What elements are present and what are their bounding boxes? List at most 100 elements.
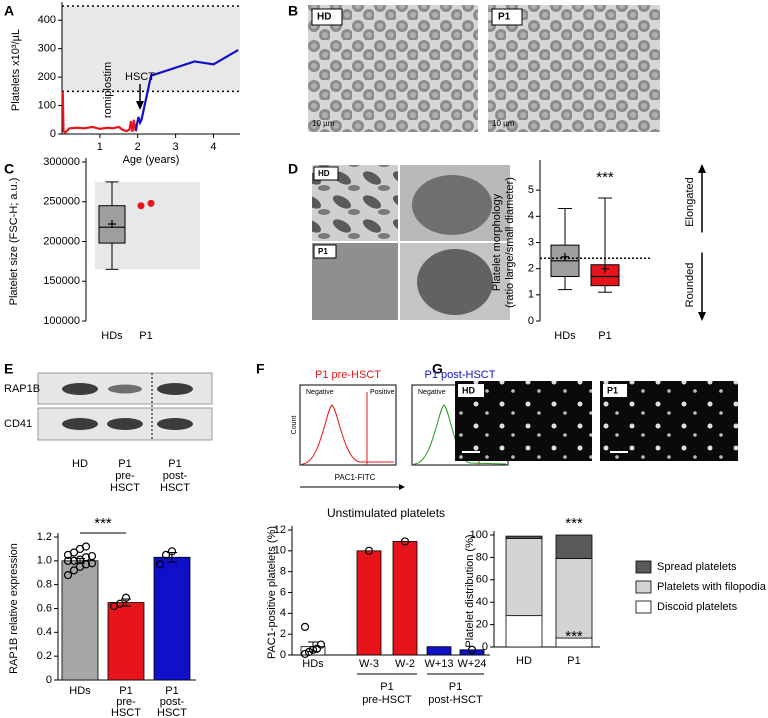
- y-tick-label: 10: [274, 545, 286, 557]
- panel-label: E: [4, 361, 13, 377]
- x-tick-label: HSCT: [157, 707, 187, 718]
- y-tick-label: 100: [38, 99, 56, 111]
- image-label: P1: [607, 385, 618, 395]
- panel-e-blot: RAP1B CD41: [4, 372, 213, 441]
- data-point: [69, 556, 79, 565]
- panel-label: D: [288, 161, 298, 177]
- y-tick-label: 200000: [43, 235, 80, 247]
- panel-g-images: HD P1: [455, 381, 738, 461]
- label-box: [458, 384, 484, 397]
- y-tick-label: 4: [528, 210, 534, 222]
- data-point: [87, 551, 97, 561]
- y-tick-label: 1: [528, 289, 534, 301]
- y-tick-label: 5: [528, 184, 534, 196]
- gate-label: Positive: [370, 389, 395, 396]
- lane-label: P1: [118, 458, 131, 470]
- panel-d-images: HD P1: [312, 165, 510, 320]
- x-tick-label: HD: [516, 655, 532, 667]
- image-label: HD: [317, 12, 331, 23]
- x-tick-label: P1: [567, 655, 580, 667]
- bar: [107, 602, 145, 681]
- y-tick-label: 6: [280, 586, 286, 598]
- image-label: HD: [318, 169, 330, 178]
- arrow-head: [698, 312, 706, 321]
- legend-label: Spread platelets: [657, 561, 737, 573]
- arrow-head: [136, 101, 144, 110]
- label-box: [603, 384, 627, 397]
- lane-label: P1: [168, 458, 181, 470]
- flow-title: P1 pre-HSCT: [315, 369, 381, 381]
- image-label: HD: [462, 385, 475, 395]
- data-point: [400, 537, 410, 546]
- y-tick-label: 12: [274, 524, 286, 536]
- label-box: [311, 8, 343, 26]
- legend-label: Discoid platelets: [657, 601, 738, 613]
- y-tick-label: 0: [46, 674, 52, 686]
- direction-label: Elongated: [684, 177, 696, 227]
- panel-label: F: [256, 361, 265, 377]
- x-tick-label: HSCT: [111, 707, 141, 718]
- direction-label: Rounded: [684, 263, 696, 308]
- label-box: [313, 166, 339, 181]
- panel-b-images: HD P1 10 µm 10 µm: [308, 5, 660, 132]
- image-label: P1: [318, 247, 328, 256]
- platelet: [412, 175, 492, 235]
- legend-swatch: [635, 580, 652, 594]
- data-point: [316, 640, 326, 649]
- y-tick-label: 0: [528, 315, 534, 327]
- legend-swatch: [635, 560, 652, 574]
- annotation: HSCT: [125, 71, 155, 83]
- bar: [426, 646, 452, 656]
- band: [62, 418, 98, 430]
- group-label: pre-HSCT: [362, 694, 412, 706]
- bar-segment: [505, 537, 543, 617]
- y-tick-label: 1.2: [37, 531, 52, 543]
- significance: ***: [94, 515, 112, 532]
- mean-marker: [601, 264, 609, 273]
- panel-labels: A B C D E F G: [4, 3, 443, 377]
- data-point: [137, 202, 145, 210]
- x-tick-label: pre-: [116, 696, 136, 708]
- significance: ***: [596, 169, 614, 186]
- significance: ***: [565, 515, 583, 532]
- data-point: [467, 645, 477, 654]
- lane-label: post-: [163, 470, 188, 482]
- y-tick-label: 150000: [43, 275, 80, 287]
- legend-swatch: [635, 600, 652, 614]
- data-point: [300, 649, 310, 659]
- flow-y-label: Count: [291, 416, 298, 435]
- data-point: [81, 553, 91, 562]
- y-axis-label: PAC1-positive platelets (%): [266, 526, 278, 659]
- data-point: [121, 593, 131, 602]
- x-tick-label: HDs: [554, 330, 576, 342]
- x-tick-label: P1: [598, 330, 611, 342]
- y-tick-label: 8: [280, 566, 286, 578]
- y-tick-label: 300: [38, 43, 56, 55]
- data-point: [304, 647, 314, 656]
- panel-label: G: [432, 361, 443, 377]
- y-tick-label: 0.8: [37, 579, 52, 591]
- blot-row-label: RAP1B: [4, 383, 40, 395]
- y-tick-label: 4: [280, 607, 286, 619]
- y-tick-label: 40: [476, 596, 488, 608]
- y-tick-label: 100000: [43, 315, 80, 327]
- x-tick-label: 2: [135, 141, 141, 153]
- y-tick-label: 60: [476, 574, 488, 586]
- image-label: P1: [498, 12, 511, 23]
- y-tick-label: 80: [476, 551, 488, 563]
- x-tick-label: HDs: [101, 330, 123, 342]
- y-tick-label: 0: [50, 128, 56, 140]
- lane-label: pre-: [115, 470, 135, 482]
- x-tick-label: W-3: [359, 658, 379, 670]
- data-point: [155, 560, 165, 569]
- y-axis-label: RAP1B relative expression: [8, 543, 20, 674]
- y-tick-label: 0: [280, 649, 286, 661]
- y-axis-label: (ratio large/small diameter): [504, 177, 516, 308]
- platelet: [417, 249, 493, 315]
- band: [62, 383, 98, 395]
- data-point: [167, 547, 177, 556]
- x-tick-label: 1: [97, 141, 103, 153]
- x-tick-label: 4: [210, 141, 216, 153]
- y-tick-label: 2: [280, 628, 286, 640]
